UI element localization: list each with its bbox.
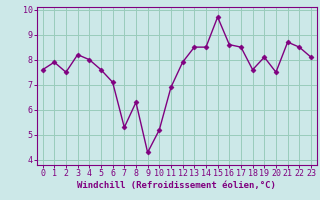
X-axis label: Windchill (Refroidissement éolien,°C): Windchill (Refroidissement éolien,°C) — [77, 181, 276, 190]
